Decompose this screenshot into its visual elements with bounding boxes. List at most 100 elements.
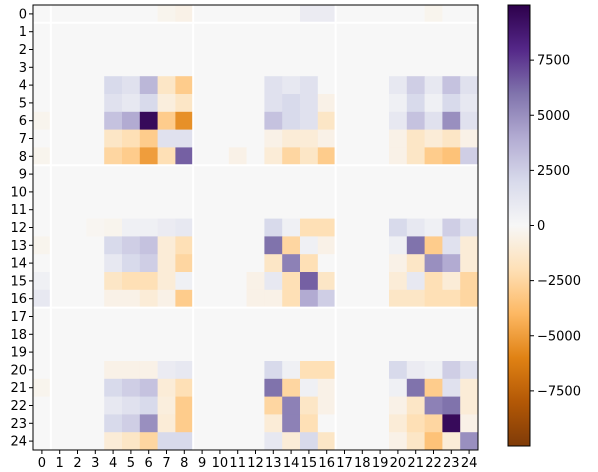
heatmap-cell xyxy=(139,272,158,291)
heatmap-cell xyxy=(211,76,230,95)
heatmap-cell xyxy=(317,289,336,308)
heatmap-cell xyxy=(193,254,212,273)
heatmap-cell xyxy=(282,236,301,255)
heatmap-cell xyxy=(353,218,372,237)
heatmap-cell xyxy=(389,183,408,202)
heatmap-cell xyxy=(424,396,443,415)
heatmap-cell xyxy=(175,378,194,397)
heatmap-cell xyxy=(104,76,123,95)
heatmap-cell xyxy=(33,414,52,433)
heatmap-cell xyxy=(104,414,123,433)
heatmap-cell xyxy=(175,58,194,77)
heatmap-cell xyxy=(335,94,354,113)
heatmap-cell xyxy=(353,111,372,130)
heatmap-cell xyxy=(264,200,283,219)
heatmap-cell xyxy=(389,218,408,237)
heatmap-cell xyxy=(424,236,443,255)
heatmap-cell xyxy=(139,396,158,415)
heatmap-cell xyxy=(317,378,336,397)
heatmap-cell xyxy=(211,343,230,362)
heatmap-cell xyxy=(68,147,87,166)
heatmap-cell xyxy=(211,183,230,202)
heatmap-cell xyxy=(86,165,105,184)
heatmap-cell xyxy=(282,343,301,362)
heatmap-cell xyxy=(175,94,194,113)
heatmap-cell xyxy=(50,94,69,113)
heatmap-cell xyxy=(50,40,69,59)
heatmap-cell xyxy=(371,254,390,273)
heatmap-cell xyxy=(317,5,336,24)
heatmap-cell xyxy=(442,5,461,24)
heatmap-cell xyxy=(50,218,69,237)
heatmap-cell xyxy=(460,200,479,219)
heatmap-cell xyxy=(228,76,247,95)
heatmap-cell xyxy=(33,254,52,273)
heatmap-cell xyxy=(353,94,372,113)
heatmap-cell xyxy=(460,289,479,308)
x-tick-label: 19 xyxy=(372,456,389,471)
heatmap-cell xyxy=(86,22,105,41)
heatmap-cell xyxy=(246,414,265,433)
heatmap-cell xyxy=(389,111,408,130)
x-tick-label: 7 xyxy=(162,456,170,471)
heatmap-cell xyxy=(139,414,158,433)
heatmap-cell xyxy=(335,22,354,41)
heatmap-cell xyxy=(139,22,158,41)
heatmap-cell xyxy=(104,129,123,148)
heatmap-cell xyxy=(246,378,265,397)
heatmap-cell xyxy=(50,361,69,380)
heatmap-cell xyxy=(335,432,354,451)
heatmap-cell xyxy=(353,129,372,148)
heatmap-cell xyxy=(389,272,408,291)
heatmap-cell xyxy=(353,200,372,219)
heatmap-cell xyxy=(406,58,425,77)
heatmap-cell xyxy=(86,361,105,380)
heatmap-cell xyxy=(460,76,479,95)
heatmap-cell xyxy=(335,289,354,308)
x-tick-label: 14 xyxy=(283,456,300,471)
heatmap-cell xyxy=(228,378,247,397)
heatmap-cell xyxy=(175,343,194,362)
heatmap-cell xyxy=(389,147,408,166)
heatmap-cell xyxy=(175,236,194,255)
heatmap-cell xyxy=(282,94,301,113)
heatmap-cell xyxy=(335,58,354,77)
heatmap-cell xyxy=(460,378,479,397)
heatmap-cell xyxy=(300,76,319,95)
y-tick-label: 24 xyxy=(10,435,27,450)
heatmap-cell xyxy=(389,129,408,148)
heatmap-cell xyxy=(424,289,443,308)
heatmap-cell xyxy=(68,272,87,291)
colorbar-tick-label: −2500 xyxy=(537,274,581,289)
heatmap-cell xyxy=(139,361,158,380)
heatmap-cell xyxy=(264,183,283,202)
heatmap-cell xyxy=(282,289,301,308)
y-tick-label: 17 xyxy=(10,310,27,325)
heatmap-cell xyxy=(371,414,390,433)
heatmap-cell xyxy=(300,165,319,184)
heatmap-cell xyxy=(211,200,230,219)
heatmap-cell xyxy=(50,272,69,291)
heatmap-cell xyxy=(460,5,479,24)
colorbar-tick-label: 5000 xyxy=(537,109,570,124)
heatmap-cell xyxy=(122,414,141,433)
heatmap-cell xyxy=(122,200,141,219)
heatmap-cell xyxy=(211,289,230,308)
heatmap-cell xyxy=(50,129,69,148)
heatmap-cell xyxy=(264,58,283,77)
heatmap-cell xyxy=(50,76,69,95)
heatmap-cell xyxy=(193,5,212,24)
colorbar xyxy=(507,4,531,447)
heatmap-cell xyxy=(246,183,265,202)
heatmap-cell xyxy=(353,325,372,344)
heatmap-cell xyxy=(442,76,461,95)
x-tick-label: 13 xyxy=(265,456,282,471)
heatmap-cell xyxy=(211,111,230,130)
heatmap-cell xyxy=(157,414,176,433)
heatmap-cell xyxy=(442,165,461,184)
heatmap-cell xyxy=(139,218,158,237)
heatmap-cell xyxy=(317,272,336,291)
heatmap-cell xyxy=(68,432,87,451)
y-tick-label: 20 xyxy=(10,363,27,378)
heatmap-cell xyxy=(335,307,354,326)
